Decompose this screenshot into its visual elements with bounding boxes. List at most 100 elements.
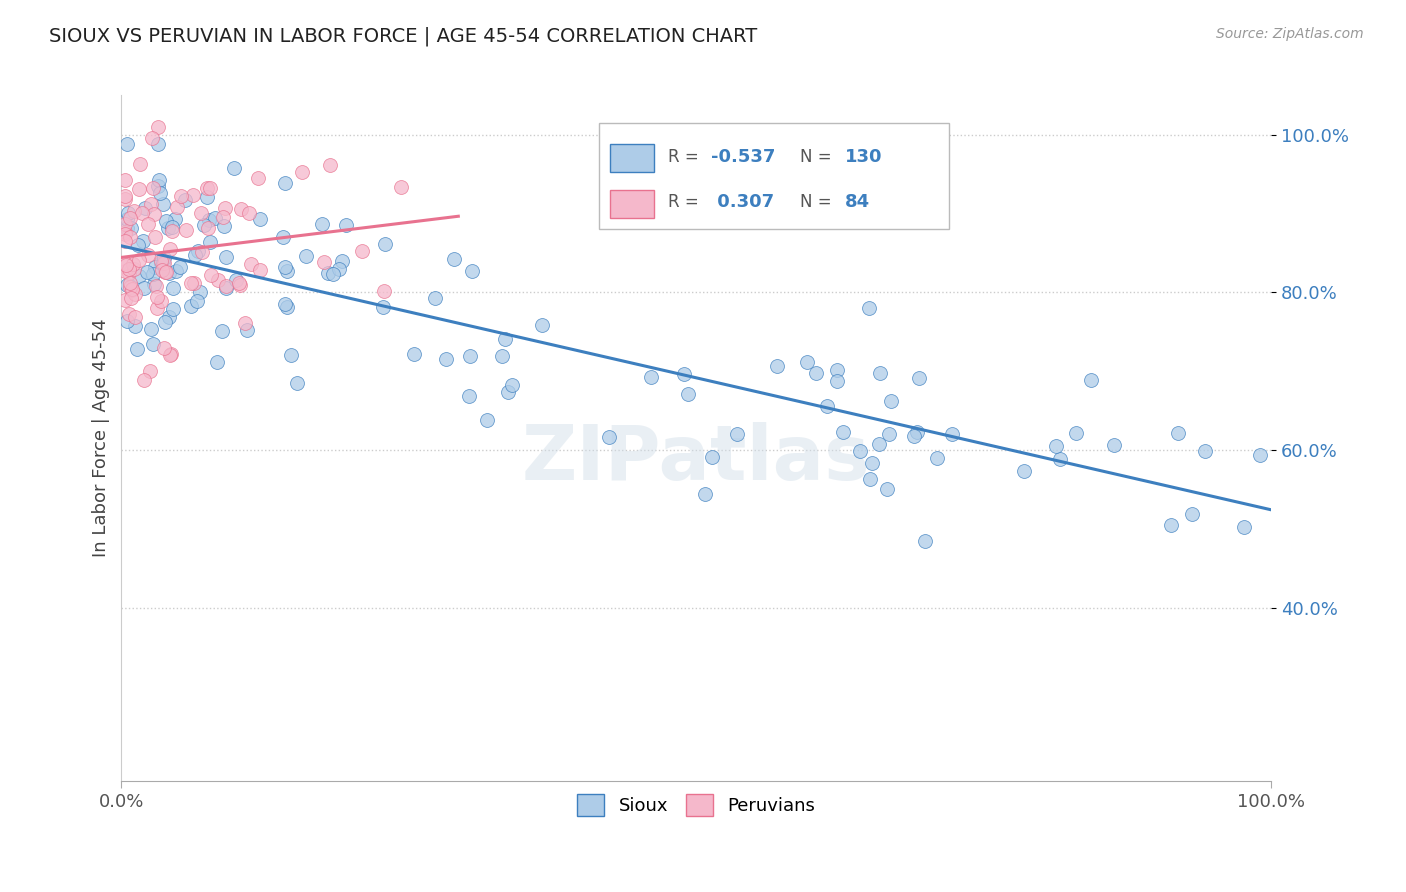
Text: 0.307: 0.307 <box>711 194 775 211</box>
Point <box>176 223 198 237</box>
Point <box>1167 426 1189 441</box>
Point <box>190 205 212 219</box>
Point <box>127 342 149 356</box>
Point <box>157 310 180 324</box>
Point <box>876 482 898 496</box>
Point <box>150 256 173 270</box>
Point <box>148 178 170 193</box>
Point <box>233 316 256 330</box>
Text: ZIPatlas: ZIPatlas <box>522 422 870 496</box>
Point <box>136 265 159 279</box>
Point <box>1049 452 1071 467</box>
Point <box>118 276 141 290</box>
Point <box>181 187 204 202</box>
Point <box>156 221 179 235</box>
Point <box>131 206 153 220</box>
Point <box>115 211 138 226</box>
Point <box>225 273 247 287</box>
Point <box>114 226 136 240</box>
Point <box>1104 437 1126 451</box>
Point <box>319 158 342 172</box>
Point <box>858 301 880 315</box>
Point <box>311 217 333 231</box>
Point <box>330 253 353 268</box>
Point <box>335 219 357 233</box>
Point <box>160 346 183 360</box>
Point <box>155 214 177 228</box>
Point <box>287 376 309 390</box>
Point <box>159 242 181 256</box>
Point <box>117 307 139 321</box>
Text: 84: 84 <box>845 194 870 211</box>
Point <box>121 282 143 296</box>
Point <box>159 348 181 362</box>
Point <box>676 387 699 401</box>
Point <box>152 197 174 211</box>
Point <box>903 428 925 442</box>
Point <box>868 437 890 451</box>
Point <box>120 221 142 235</box>
Point <box>114 217 136 231</box>
Point <box>127 238 149 252</box>
Point <box>163 212 186 227</box>
Point <box>274 260 297 274</box>
Point <box>458 349 481 363</box>
Point <box>141 131 163 145</box>
Text: 130: 130 <box>845 148 882 166</box>
Point <box>122 262 145 277</box>
Point <box>198 180 221 194</box>
Point <box>153 315 176 329</box>
Point <box>458 389 481 403</box>
Point <box>114 258 136 272</box>
Point <box>162 281 184 295</box>
Point <box>115 136 138 151</box>
Text: R =: R = <box>668 194 703 211</box>
Point <box>160 224 183 238</box>
Point <box>1045 439 1067 453</box>
Point <box>204 211 226 226</box>
Point <box>927 450 949 465</box>
Point <box>1064 425 1087 440</box>
Point <box>188 285 211 300</box>
Legend: Sioux, Peruvians: Sioux, Peruvians <box>569 787 823 823</box>
Point <box>115 278 138 293</box>
Point <box>1249 448 1271 462</box>
Point <box>672 367 695 381</box>
Point <box>373 284 395 298</box>
Point <box>146 301 169 315</box>
Point <box>941 427 963 442</box>
Point <box>905 425 928 440</box>
Point <box>804 367 827 381</box>
Point <box>531 318 554 332</box>
Point <box>198 235 221 250</box>
Point <box>115 314 138 328</box>
Point <box>434 351 457 366</box>
Point <box>236 323 259 337</box>
Point <box>598 430 620 444</box>
Point <box>132 234 155 248</box>
Point <box>211 324 233 338</box>
Point <box>229 278 252 293</box>
Point <box>1194 444 1216 458</box>
Text: R =: R = <box>668 148 703 166</box>
Point <box>914 533 936 548</box>
Point <box>404 347 426 361</box>
Point <box>498 384 520 399</box>
Point <box>271 229 294 244</box>
Point <box>249 263 271 277</box>
Point <box>124 310 146 325</box>
Point <box>197 220 219 235</box>
Point <box>149 254 172 268</box>
Point <box>120 291 142 305</box>
Point <box>249 211 271 226</box>
Point <box>114 173 136 187</box>
Point <box>145 278 167 293</box>
Point <box>815 399 838 413</box>
Point <box>114 235 136 249</box>
Point <box>187 244 209 259</box>
Text: -0.537: -0.537 <box>711 148 776 166</box>
Point <box>118 211 141 225</box>
Point <box>132 281 155 295</box>
Point <box>796 354 818 368</box>
Point <box>1233 520 1256 534</box>
